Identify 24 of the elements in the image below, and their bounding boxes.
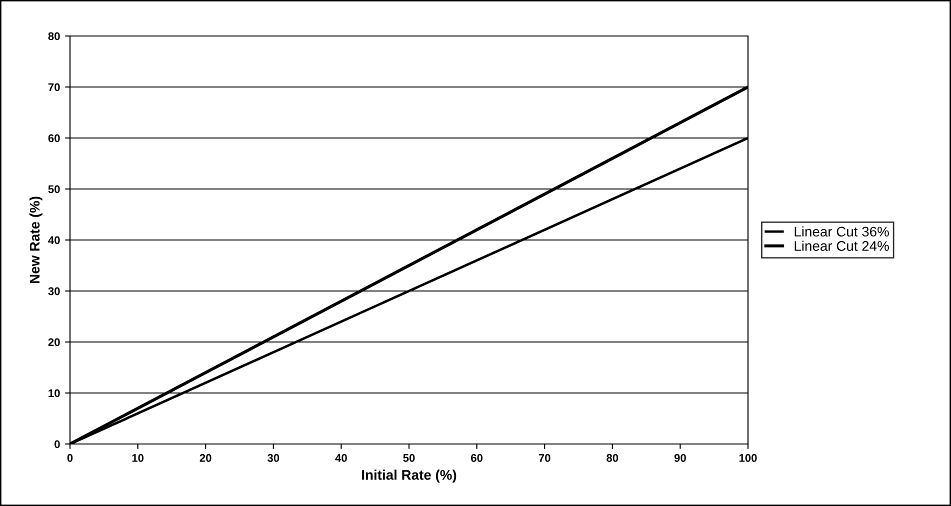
x-tick-label: 10 [132,454,144,462]
x-tick-label: 80 [606,454,618,462]
x-axis-title: Initial Rate (%) [362,470,456,483]
x-tick-label: 90 [674,454,686,462]
y-tick-label: 60 [48,134,60,142]
y-axis-title: New Rate (%) [29,196,42,284]
x-tick-label: 60 [471,454,483,462]
legend-label: Linear Cut 36% [794,226,889,237]
y-tick-label: 50 [48,185,60,194]
y-tick-label: 20 [48,338,60,346]
x-tick-label: 20 [200,454,212,462]
x-tick-label: 100 [739,454,757,462]
y-tick-label: 10 [48,389,60,398]
y-tick-label: 0 [54,440,60,448]
legend-label: Linear Cut 24% [794,240,889,251]
x-tick-label: 70 [538,454,550,462]
y-tick-label: 30 [48,287,60,296]
y-tick-label: 40 [48,236,60,244]
y-tick-label: 80 [48,32,60,40]
x-tick-label: 30 [267,454,280,462]
x-tick-label: 0 [67,454,73,462]
y-tick-label: 70 [48,83,60,92]
x-tick-label: 40 [335,454,347,462]
x-tick-label: 50 [403,454,415,462]
